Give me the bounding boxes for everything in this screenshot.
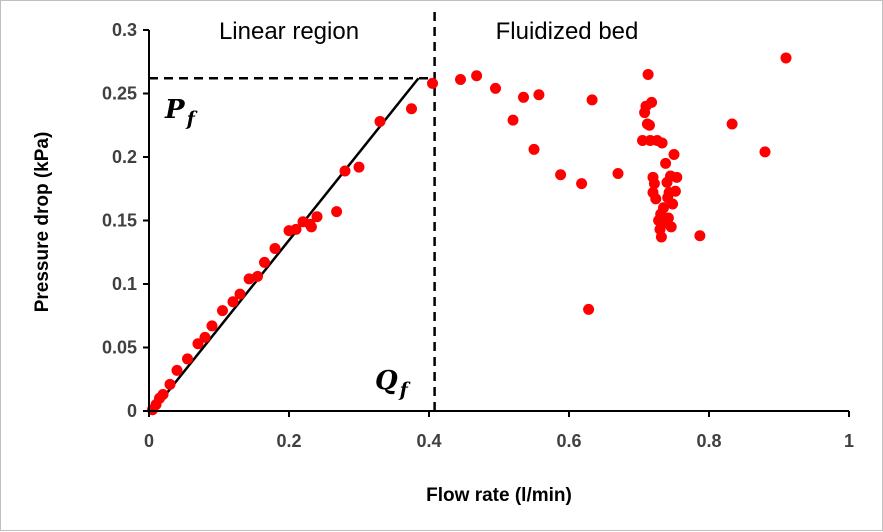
data-point: [455, 74, 466, 86]
data-point: [660, 157, 672, 169]
data-point: [171, 364, 183, 376]
x-tick-label: 1: [844, 431, 854, 451]
data-point: [518, 91, 529, 103]
fit-line: [151, 77, 420, 412]
data-point: [644, 119, 655, 131]
data-point: [374, 115, 386, 127]
annotation-qf-base: Q: [375, 366, 398, 396]
region-label-linear: Linear region: [219, 18, 359, 45]
data-point: [217, 305, 228, 317]
data-point: [780, 52, 792, 64]
data-point: [650, 193, 662, 205]
y-tick-label: 0.1: [112, 274, 137, 294]
data-point: [662, 212, 674, 224]
data-point: [528, 143, 540, 155]
data-point: [199, 331, 211, 343]
data-point: [206, 320, 218, 332]
data-point: [656, 137, 668, 149]
data-point: [339, 165, 351, 177]
region-label-fluidized: Fluidized bed: [496, 18, 639, 45]
data-point: [665, 221, 677, 233]
y-tick-label: 0.05: [102, 338, 137, 358]
y-tick-label: 0: [127, 401, 137, 421]
data-point: [311, 211, 323, 223]
x-tick-label: 0.2: [276, 431, 301, 451]
x-tick-label: 0: [144, 431, 154, 451]
x-axis-title: Flow rate (l/min): [426, 485, 572, 506]
data-point: [164, 378, 176, 390]
data-point: [533, 89, 545, 101]
data-point: [353, 161, 365, 173]
data-point: [667, 198, 679, 210]
data-point: [259, 256, 270, 268]
y-tick-label: 0.25: [102, 84, 137, 104]
data-point: [305, 221, 317, 233]
data-point: [331, 206, 343, 218]
data-points: [147, 52, 792, 416]
data-point: [290, 223, 302, 235]
y-tick-label: 0.2: [112, 147, 137, 167]
axes: [143, 29, 850, 417]
tick-labels: 0 0.2 0.4 0.6 0.8 1 0 0.05 0.1 0.15 0.2 0.25 0.3: [102, 20, 854, 451]
data-point: [182, 353, 193, 365]
data-point: [555, 169, 567, 181]
data-point: [669, 185, 681, 197]
data-point: [648, 178, 660, 190]
data-point: [157, 388, 169, 400]
annotation-qf-sub: f: [398, 379, 411, 401]
threshold-guides: [149, 12, 436, 411]
x-tick-label: 0.4: [416, 431, 441, 451]
data-point: [726, 118, 738, 130]
fit-line-group: [151, 77, 420, 412]
data-point: [646, 96, 658, 108]
x-tick-label: 0.6: [556, 431, 581, 451]
data-point: [671, 171, 683, 183]
data-point: [637, 134, 648, 146]
data-point: [586, 94, 598, 106]
data-point: [694, 230, 706, 242]
x-tick-label: 0.8: [696, 431, 721, 451]
data-point: [192, 338, 204, 350]
data-point: [252, 270, 263, 282]
data-point: [490, 82, 501, 94]
data-point: [642, 68, 654, 80]
annotation-pf-sub: f: [185, 108, 198, 130]
data-point: [243, 273, 255, 285]
data-point: [234, 288, 246, 300]
data-point: [406, 103, 417, 115]
data-point: [471, 70, 483, 82]
data-point: [658, 202, 669, 214]
data-point: [427, 77, 438, 89]
data-point: [668, 148, 680, 160]
data-point: [612, 168, 624, 180]
data-point: [655, 231, 667, 243]
data-point: [507, 114, 519, 126]
annotation-pf-base: P: [164, 95, 186, 125]
data-point: [227, 296, 239, 308]
data-point: [576, 178, 588, 190]
data-point: [759, 146, 771, 158]
data-point: [269, 242, 281, 254]
y-tick-label: 0.3: [112, 20, 137, 40]
data-point: [583, 303, 595, 315]
y-tick-label: 0.15: [102, 211, 137, 231]
y-axis-title: Pressure drop (kPa): [32, 132, 53, 313]
